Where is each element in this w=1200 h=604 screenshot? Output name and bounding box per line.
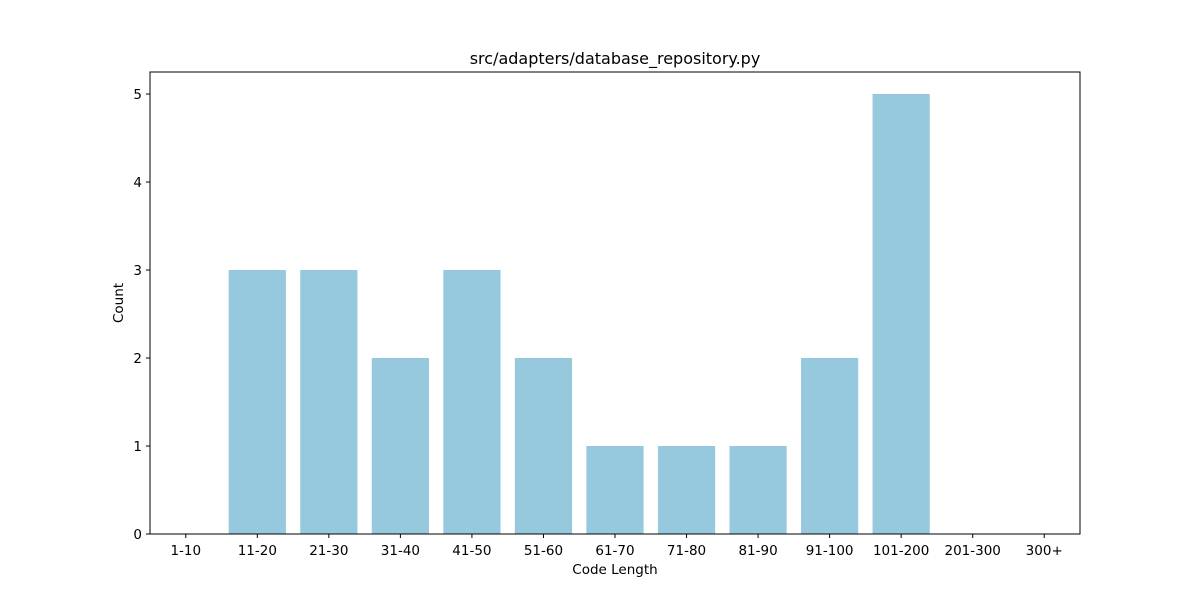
y-tick-label: 1: [133, 439, 142, 455]
x-tick-label: 101-200: [873, 543, 929, 559]
y-tick-label: 3: [133, 263, 142, 279]
x-tick-label: 81-90: [738, 543, 777, 559]
bar-61-70: [586, 446, 644, 534]
x-tick-label: 41-50: [452, 543, 491, 559]
y-axis-ticks: 0 1 2 3 4 5: [133, 87, 150, 543]
y-tick-label: 0: [133, 527, 142, 543]
bar-41-50: [443, 270, 501, 534]
y-tick-label: 2: [133, 351, 142, 367]
x-tick-label: 91-100: [806, 543, 854, 559]
y-axis-label: Count: [111, 283, 127, 323]
bar-31-40: [371, 358, 429, 534]
bar-11-20: [228, 270, 286, 534]
x-tick-label: 61-70: [595, 543, 634, 559]
x-tick-label: 21-30: [309, 543, 348, 559]
x-tick-label: 11-20: [238, 543, 277, 559]
chart-title: src/adapters/database_repository.py: [470, 49, 761, 69]
x-tick-label: 31-40: [381, 543, 420, 559]
bar-71-80: [657, 446, 716, 534]
x-tick-label: 201-300: [944, 543, 1000, 559]
y-tick-label: 5: [133, 87, 142, 103]
x-tick-label: 1-10: [170, 543, 201, 559]
bar-21-30: [300, 270, 358, 534]
bar-81-90: [729, 446, 787, 534]
bar-91-100: [801, 358, 859, 534]
x-axis-ticks: 1-10 11-20 21-30 31-40 41-50 51-60 61-70 71-80 8…: [170, 534, 1063, 559]
x-tick-label: 300+: [1026, 543, 1063, 559]
bar-51-60: [514, 358, 573, 534]
x-axis-label: Code Length: [572, 562, 657, 578]
x-tick-label: 71-80: [667, 543, 706, 559]
y-tick-label: 4: [133, 175, 142, 191]
x-tick-label: 51-60: [524, 543, 563, 559]
bar-101-200: [872, 94, 930, 534]
bars-group: [228, 94, 930, 534]
